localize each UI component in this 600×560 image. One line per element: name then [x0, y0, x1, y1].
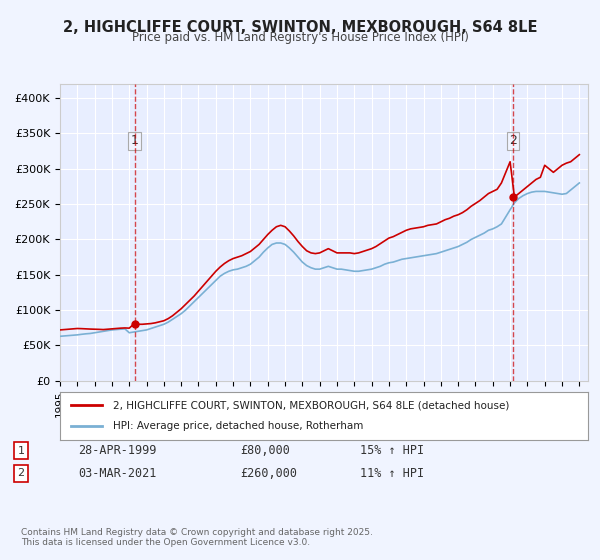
- Text: 11% ↑ HPI: 11% ↑ HPI: [360, 466, 424, 480]
- Text: HPI: Average price, detached house, Rotherham: HPI: Average price, detached house, Roth…: [113, 421, 363, 431]
- Text: 28-APR-1999: 28-APR-1999: [78, 444, 157, 458]
- Text: £80,000: £80,000: [240, 444, 290, 458]
- Text: Contains HM Land Registry data © Crown copyright and database right 2025.
This d: Contains HM Land Registry data © Crown c…: [21, 528, 373, 547]
- Text: 1: 1: [17, 446, 25, 456]
- Text: 2, HIGHCLIFFE COURT, SWINTON, MEXBOROUGH, S64 8LE (detached house): 2, HIGHCLIFFE COURT, SWINTON, MEXBOROUGH…: [113, 400, 509, 410]
- Text: 1: 1: [131, 134, 139, 147]
- Text: 2: 2: [509, 134, 517, 147]
- Text: 2, HIGHCLIFFE COURT, SWINTON, MEXBOROUGH, S64 8LE: 2, HIGHCLIFFE COURT, SWINTON, MEXBOROUGH…: [63, 20, 537, 35]
- Text: 2: 2: [17, 468, 25, 478]
- Text: £260,000: £260,000: [240, 466, 297, 480]
- Text: 15% ↑ HPI: 15% ↑ HPI: [360, 444, 424, 458]
- Text: Price paid vs. HM Land Registry's House Price Index (HPI): Price paid vs. HM Land Registry's House …: [131, 31, 469, 44]
- Text: 03-MAR-2021: 03-MAR-2021: [78, 466, 157, 480]
